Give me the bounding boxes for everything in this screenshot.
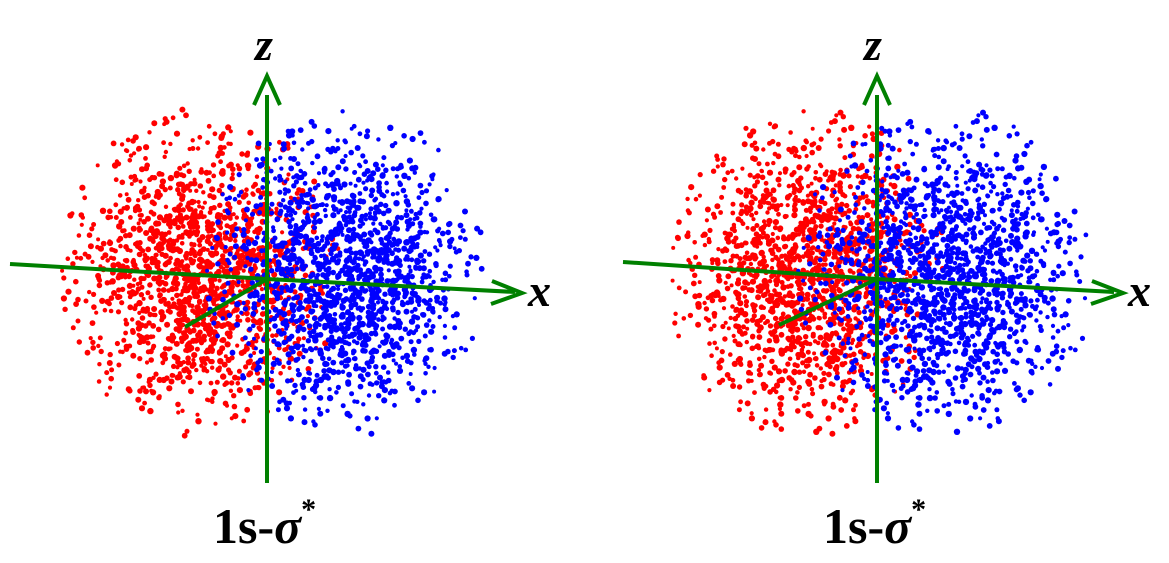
x-axis-line-left — [9, 262, 268, 281]
axes — [622, 71, 1129, 483]
axes — [9, 71, 528, 483]
y-axis-line — [183, 277, 269, 329]
blue-lobe-cloud — [205, 109, 485, 437]
caption-sigma: σ — [274, 498, 303, 554]
blue-lobe-cloud — [796, 109, 1089, 435]
orbital-panel-right: z x 1s-σ* — [622, 19, 1151, 554]
z-axis-arrowhead — [862, 71, 892, 106]
orbital-caption: 1s-σ* — [823, 493, 926, 554]
caption-star: * — [301, 493, 316, 526]
orbital-panel-left: z x 1s-σ* — [9, 19, 551, 554]
caption-main: 1s- — [823, 498, 884, 554]
orbital-caption: 1s-σ* — [213, 493, 316, 554]
x-axis-arrowhead — [1090, 279, 1129, 306]
x-axis-label: x — [527, 265, 551, 316]
z-axis-label: z — [253, 19, 273, 70]
x-axis-line-right — [876, 277, 1115, 294]
x-axis-line-left — [622, 260, 878, 281]
y-axis-line — [778, 277, 878, 327]
z-axis-label: z — [862, 19, 882, 70]
caption-main: 1s- — [213, 498, 274, 554]
red-lobe-cloud — [60, 106, 341, 439]
x-axis-arrowhead — [490, 279, 528, 306]
caption-sigma: σ — [884, 498, 913, 554]
caption-star: * — [911, 493, 926, 526]
x-axis-line-right — [266, 277, 516, 294]
z-axis-arrowhead — [252, 71, 282, 106]
x-axis-label: x — [1127, 265, 1151, 316]
